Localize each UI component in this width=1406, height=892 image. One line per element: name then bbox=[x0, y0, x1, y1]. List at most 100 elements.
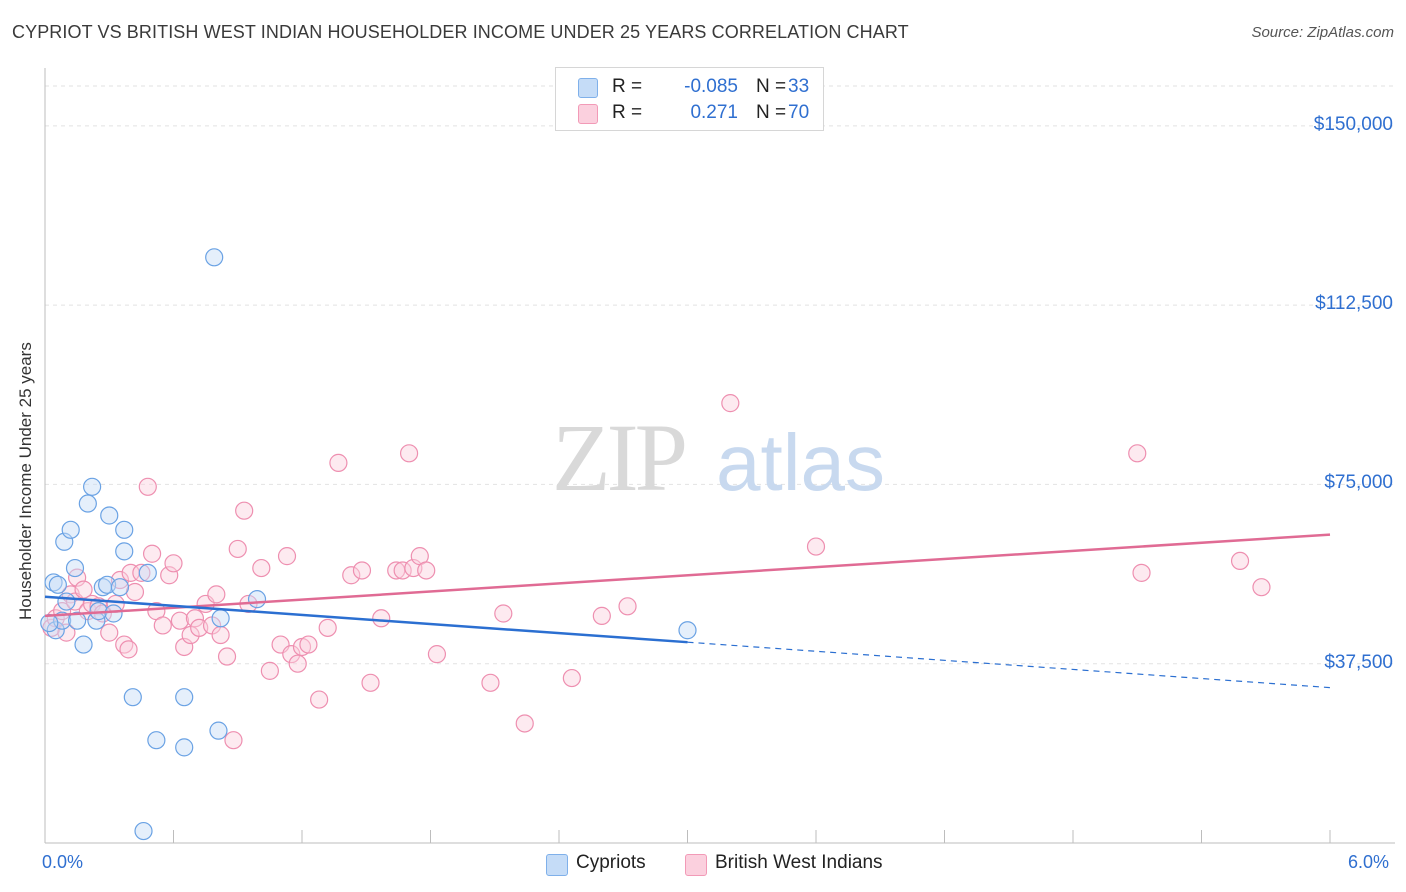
data-point bbox=[100, 623, 119, 642]
data-point bbox=[134, 821, 153, 841]
data-point bbox=[721, 394, 740, 413]
bottom-legend-label-british-west-indians: British West Indians bbox=[715, 852, 883, 873]
legend-n-label: N = bbox=[756, 76, 787, 97]
data-point bbox=[481, 673, 500, 692]
data-point bbox=[153, 616, 172, 635]
data-point bbox=[175, 688, 194, 707]
series-cypriots-points bbox=[40, 248, 697, 841]
data-point bbox=[329, 453, 348, 472]
data-point bbox=[57, 623, 76, 642]
data-point bbox=[78, 494, 97, 513]
data-point bbox=[115, 542, 134, 561]
y-axis-label: Householder Income Under 25 years bbox=[16, 342, 35, 620]
data-point bbox=[209, 721, 228, 740]
data-point bbox=[282, 645, 301, 664]
data-point bbox=[83, 477, 102, 496]
grid-lines bbox=[45, 85, 1395, 665]
data-point bbox=[125, 582, 145, 602]
data-point bbox=[142, 544, 162, 563]
data-point bbox=[74, 580, 93, 599]
legend-swatch-british-west-indians bbox=[578, 104, 598, 124]
data-point bbox=[104, 604, 123, 623]
data-point bbox=[138, 563, 157, 582]
data-point bbox=[318, 618, 337, 637]
x-tick-label-left: 0.0% bbox=[42, 852, 84, 872]
data-point bbox=[65, 558, 85, 578]
legend-r-label: R = bbox=[612, 102, 643, 123]
data-point bbox=[68, 611, 87, 630]
legend-r-value: -0.085 bbox=[684, 76, 738, 97]
trend-line-cypriots-extrapolated bbox=[687, 641, 1331, 689]
data-point bbox=[160, 566, 179, 585]
trend-line-cypriots bbox=[44, 595, 688, 644]
data-point bbox=[494, 604, 513, 623]
data-point bbox=[562, 668, 581, 688]
data-point bbox=[252, 558, 271, 578]
correlation-legend: R = -0.085 N = 33 R = 0.271 N = 70 bbox=[555, 67, 824, 131]
x-tick-label-right: 6.0% bbox=[1348, 852, 1390, 872]
data-point bbox=[235, 501, 254, 520]
data-point bbox=[207, 585, 226, 604]
data-point bbox=[61, 520, 80, 539]
data-point bbox=[678, 621, 697, 640]
data-point bbox=[46, 621, 65, 640]
data-point bbox=[1132, 563, 1151, 582]
source-label: Source: ZipAtlas.com bbox=[1251, 24, 1394, 41]
trend-lines bbox=[44, 533, 1331, 689]
watermark-zip: ZIP bbox=[552, 404, 685, 511]
y-tick-label: $150,000 bbox=[1313, 113, 1393, 135]
legend-n-value: 70 bbox=[788, 102, 810, 123]
data-point bbox=[342, 566, 361, 585]
legend-r-value: 0.271 bbox=[690, 102, 738, 123]
data-point bbox=[132, 563, 151, 582]
data-point bbox=[618, 597, 637, 616]
data-point bbox=[515, 714, 534, 733]
data-point bbox=[147, 731, 166, 750]
data-point bbox=[224, 731, 243, 750]
data-point bbox=[100, 506, 119, 525]
data-point bbox=[57, 592, 76, 611]
y-tick-label: $112,500 bbox=[1315, 293, 1393, 315]
data-point bbox=[175, 738, 194, 757]
data-point bbox=[372, 609, 391, 628]
data-point bbox=[211, 609, 230, 628]
data-point bbox=[361, 673, 380, 692]
legend-n-value: 33 bbox=[788, 76, 810, 97]
data-point bbox=[164, 554, 183, 573]
data-point bbox=[310, 690, 329, 709]
y-tick-label: $75,000 bbox=[1324, 472, 1393, 494]
data-point bbox=[123, 688, 142, 707]
data-point bbox=[170, 611, 190, 630]
data-point bbox=[40, 613, 59, 633]
data-point bbox=[74, 635, 93, 654]
data-point bbox=[1252, 578, 1271, 597]
data-point bbox=[277, 547, 297, 566]
data-point bbox=[217, 647, 237, 666]
watermark-atlas: atlas bbox=[716, 418, 885, 507]
axes bbox=[44, 68, 1395, 844]
data-point bbox=[299, 635, 318, 654]
data-point bbox=[48, 575, 67, 594]
data-point bbox=[211, 625, 230, 645]
bottom-legend-label-cypriots: Cypriots bbox=[576, 852, 646, 873]
chart-title: CYPRIOT VS BRITISH WEST INDIAN HOUSEHOLD… bbox=[12, 22, 909, 42]
data-point bbox=[260, 661, 279, 680]
legend-swatch-cypriots bbox=[578, 78, 598, 98]
data-point bbox=[399, 444, 419, 463]
data-point bbox=[393, 561, 412, 580]
legend-n-label: N = bbox=[756, 102, 787, 123]
data-point bbox=[1128, 444, 1147, 463]
data-point bbox=[185, 609, 205, 628]
data-point bbox=[592, 606, 611, 625]
data-point bbox=[352, 561, 372, 580]
watermark: ZIP atlas bbox=[552, 404, 885, 511]
data-point bbox=[138, 477, 157, 496]
data-point bbox=[806, 537, 826, 556]
data-point bbox=[119, 640, 138, 659]
data-point bbox=[115, 520, 134, 539]
bottom-legend-swatch-cypriots bbox=[546, 854, 568, 876]
data-point bbox=[247, 590, 267, 609]
data-point bbox=[110, 578, 130, 597]
data-point bbox=[288, 654, 307, 673]
